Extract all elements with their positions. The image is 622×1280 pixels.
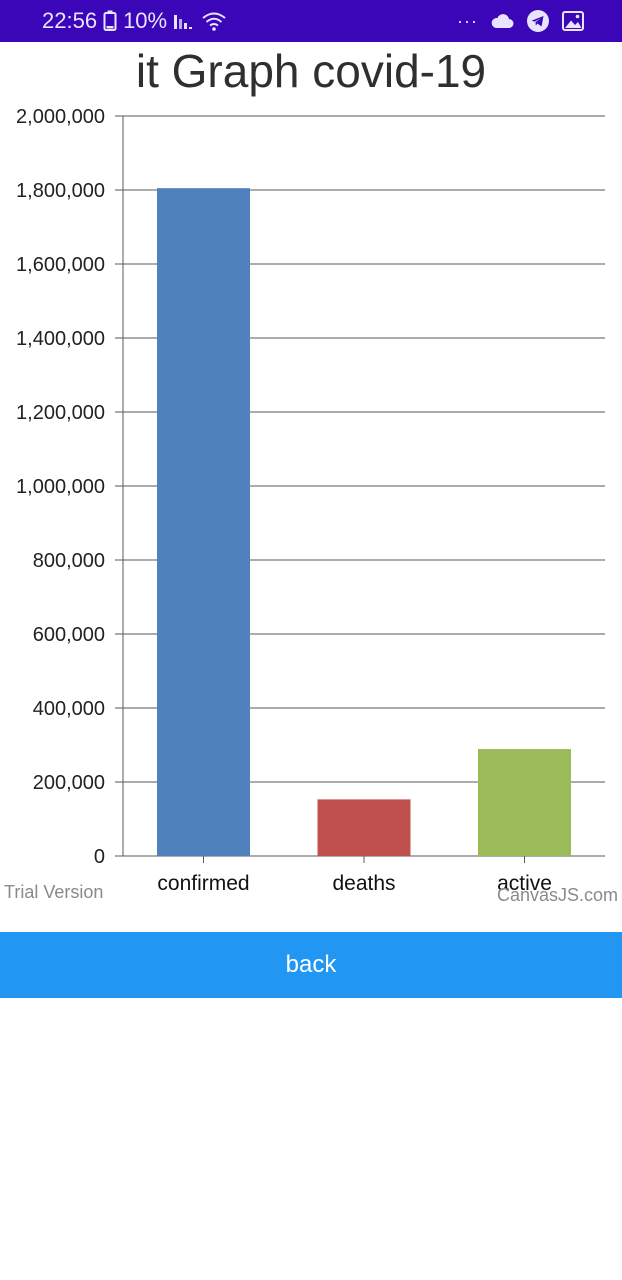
y-tick-label: 1,400,000	[16, 328, 105, 350]
y-tick-label: 1,000,000	[16, 476, 105, 498]
y-tick-label: 1,600,000	[16, 254, 105, 276]
battery-icon	[103, 10, 117, 32]
telegram-icon	[526, 9, 550, 33]
status-time: 22:56	[42, 8, 98, 33]
wifi-icon	[201, 10, 227, 32]
status-bar: 22:56 10% ···	[0, 0, 622, 42]
bar-confirmed	[157, 188, 250, 856]
overflow-dots-icon: ···	[457, 10, 478, 31]
x-tick-label: active	[497, 872, 552, 895]
battery-percent: 10%	[123, 8, 168, 33]
y-tick-label: 400,000	[33, 698, 105, 720]
y-tick-label: 2,000,000	[16, 106, 105, 128]
chart-title: it Graph covid-19	[135, 45, 487, 97]
gallery-icon	[562, 10, 584, 32]
canvasjs-watermark: CanvasJS.com	[497, 885, 618, 905]
x-tick-label: confirmed	[157, 872, 249, 895]
status-right: ···	[457, 0, 584, 42]
cloud-icon	[490, 13, 514, 29]
signal-icon	[173, 11, 195, 31]
trial-version-watermark: Trial Version	[4, 882, 103, 902]
bar-chart: 0 200,000 400,000 600,000 800,000 1,000,000 1,…	[4, 106, 618, 905]
y-tick-label: 1,800,000	[16, 180, 105, 202]
x-tick-label: deaths	[332, 872, 395, 895]
bar-deaths	[317, 799, 411, 856]
y-tick-label: 200,000	[33, 772, 105, 794]
y-tick-label: 0	[94, 846, 105, 868]
y-tick-label: 800,000	[33, 550, 105, 572]
back-button[interactable]: back	[0, 932, 622, 998]
status-left: 22:56 10%	[42, 0, 227, 42]
y-tick-label: 1,200,000	[16, 402, 105, 424]
bar-active	[478, 749, 571, 856]
y-tick-label: 600,000	[33, 624, 105, 646]
